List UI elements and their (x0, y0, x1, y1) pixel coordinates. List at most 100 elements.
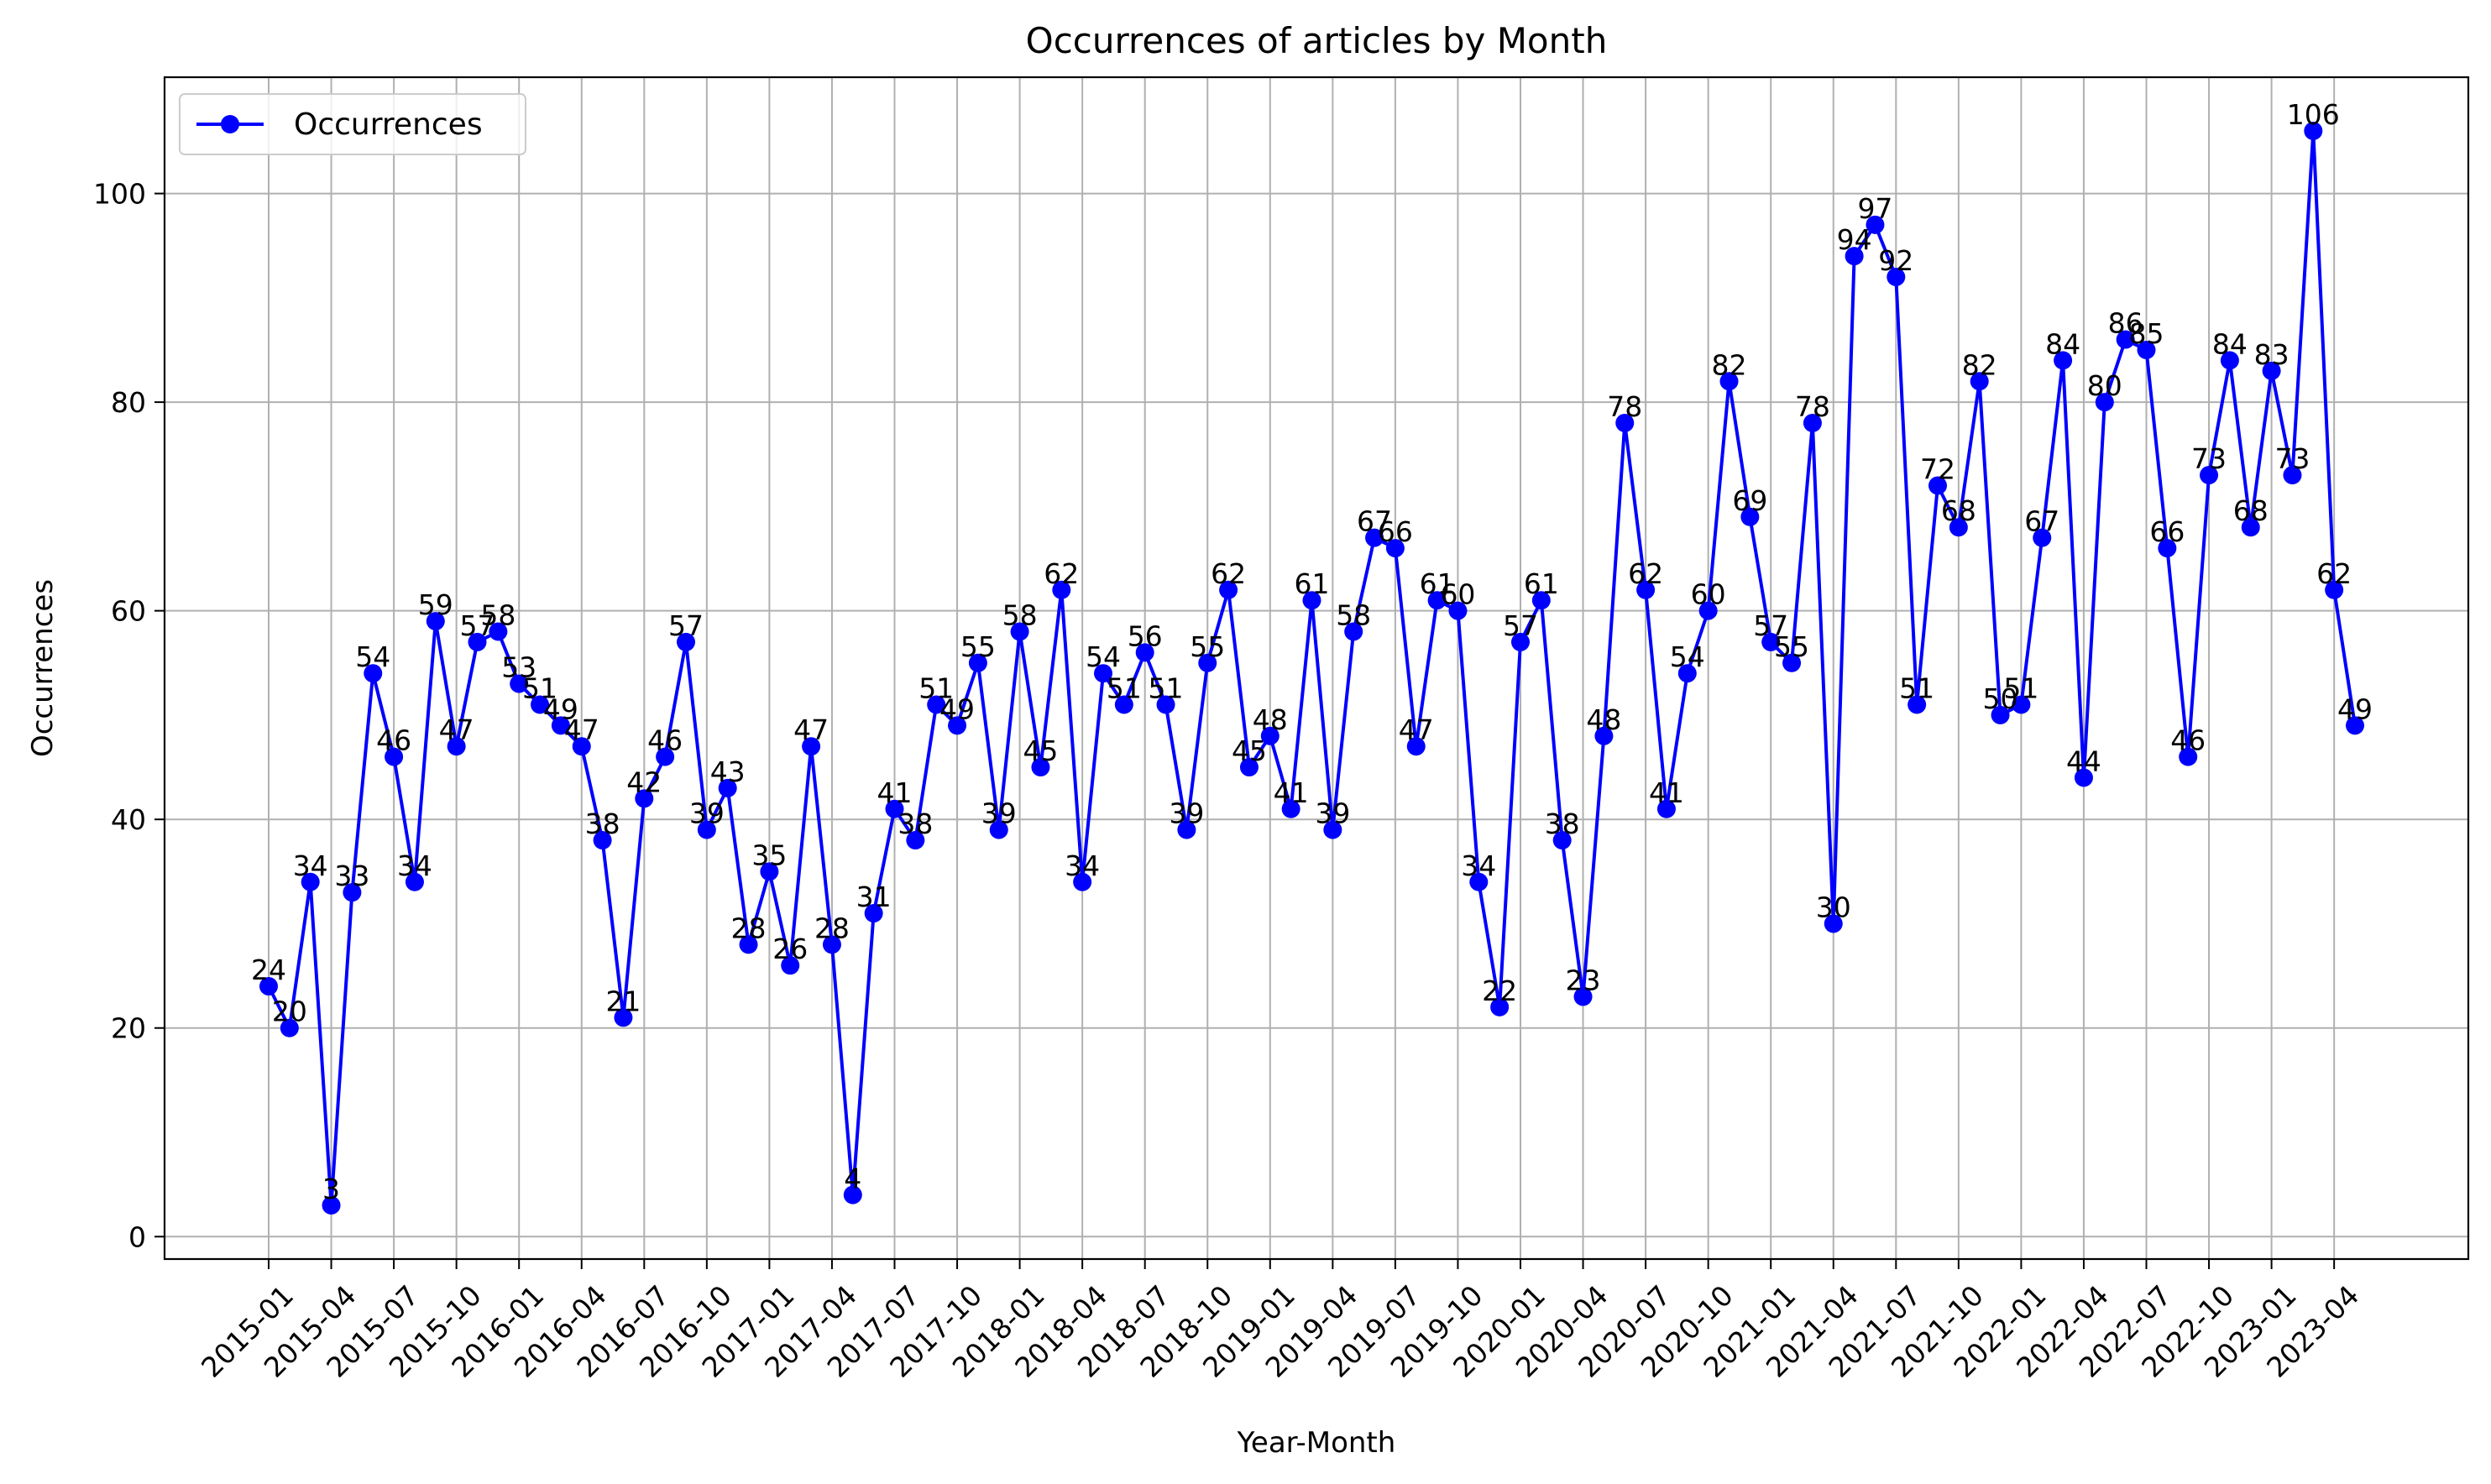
data-label: 56 (1128, 619, 1163, 652)
data-point (1094, 664, 1112, 683)
data-point (1552, 831, 1572, 850)
data-label: 23 (1566, 964, 1601, 996)
data-label: 47 (439, 713, 474, 746)
data-label: 66 (1378, 515, 1413, 548)
data-point (697, 820, 716, 839)
data-point (1114, 695, 1133, 714)
data-label: 61 (1295, 567, 1330, 600)
data-label: 34 (397, 849, 432, 882)
legend: Occurrences (179, 93, 526, 155)
data-label: 60 (1691, 578, 1726, 611)
data-point (614, 1008, 633, 1027)
data-label: 51 (918, 671, 954, 704)
data-point (1594, 726, 1614, 745)
data-label: 51 (1107, 671, 1142, 704)
data-labels: 2420343335446345947575853514947382142465… (251, 98, 2373, 1205)
data-point (1866, 215, 1885, 234)
data-point (2054, 351, 2073, 370)
data-label: 35 (751, 839, 787, 871)
data-label: 60 (1440, 578, 1475, 611)
data-point (677, 632, 695, 651)
y-tick-label: 80 (111, 386, 146, 419)
data-point (426, 612, 445, 631)
data-label: 48 (1253, 703, 1288, 736)
data-label: 4 (844, 1163, 861, 1195)
data-point (1970, 372, 1989, 391)
data-point (510, 674, 529, 693)
data-label: 48 (1586, 703, 1621, 736)
data-point (405, 872, 424, 891)
data-label: 22 (1482, 975, 1517, 1007)
data-point (802, 737, 821, 756)
data-label: 78 (1607, 390, 1642, 423)
data-label: 42 (626, 766, 662, 798)
data-point (927, 695, 946, 714)
data-label: 24 (251, 954, 286, 986)
y-axis-label: Occurrences (26, 579, 60, 757)
data-label: 30 (1816, 891, 1851, 923)
data-label: 21 (605, 985, 641, 1017)
data-label: 3 (322, 1173, 340, 1205)
data-point (1469, 872, 1489, 891)
data-point (1427, 591, 1447, 610)
data-label: 57 (1753, 609, 1788, 642)
data-label: 82 (1712, 348, 1747, 381)
data-label: 28 (731, 912, 767, 944)
data-label: 84 (2212, 327, 2248, 360)
data-label: 41 (1274, 776, 1309, 809)
data-point (1803, 413, 1822, 432)
data-point (531, 695, 550, 714)
data-label: 51 (1149, 671, 1184, 704)
data-point (1219, 580, 1238, 599)
data-point (468, 632, 487, 651)
data-point (760, 862, 779, 881)
data-label: 47 (1399, 713, 1434, 746)
chart-title: Occurrences of articles by Month (1026, 20, 1608, 61)
data-point (656, 747, 675, 766)
data-point (1782, 653, 1802, 672)
data-point (2346, 716, 2364, 735)
data-label: 106 (2287, 98, 2340, 131)
data-label: 49 (2337, 692, 2373, 725)
data-point (301, 872, 320, 891)
data-point (489, 622, 508, 641)
data-point (864, 904, 883, 923)
data-point (1761, 632, 1781, 651)
data-point (1302, 591, 1321, 610)
legend-dot-marker (221, 115, 239, 133)
data-point (1511, 632, 1530, 651)
data-label: 46 (647, 724, 683, 757)
data-point (885, 799, 904, 818)
data-label: 84 (2045, 327, 2080, 360)
data-label: 55 (1190, 630, 1225, 663)
data-point (1260, 726, 1280, 745)
data-label: 83 (2254, 338, 2290, 371)
data-point (2158, 539, 2177, 558)
data-label: 51 (2003, 671, 2038, 704)
y-tick-label: 60 (111, 595, 146, 628)
data-label: 41 (1649, 776, 1684, 809)
data-label: 34 (293, 849, 328, 882)
data-point (1656, 799, 1676, 818)
data-label: 28 (814, 912, 850, 944)
data-point (280, 1018, 299, 1037)
data-point (1677, 664, 1697, 683)
data-point (343, 883, 362, 902)
data-point (781, 956, 800, 975)
data-label: 20 (272, 995, 307, 1028)
data-label: 44 (2066, 745, 2101, 777)
data-label: 69 (1732, 484, 1767, 517)
data-label: 39 (1169, 797, 1204, 830)
data-point (2304, 122, 2323, 140)
data-point (1907, 695, 1927, 714)
data-label: 39 (689, 797, 725, 830)
data-label: 26 (772, 933, 808, 965)
data-point (2137, 340, 2156, 359)
data-point (1052, 580, 1071, 599)
data-point (1845, 247, 1864, 266)
data-label: 54 (355, 640, 390, 673)
data-point (572, 737, 591, 756)
data-label: 47 (564, 713, 599, 746)
data-label: 47 (793, 713, 829, 746)
